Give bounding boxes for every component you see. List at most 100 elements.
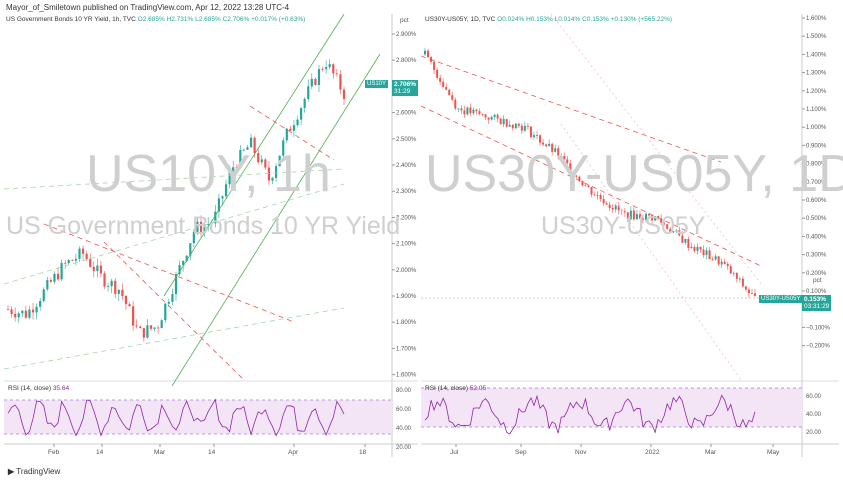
left-candle-body <box>128 304 131 307</box>
left-red-dashed-3 <box>249 105 335 161</box>
right-candle-body <box>487 117 490 120</box>
right-candle-body <box>723 261 726 264</box>
right-candle-body <box>508 124 511 127</box>
right-y-tick-label: 0.200% <box>806 271 827 277</box>
right-candle-body <box>548 143 551 147</box>
right-candle-body <box>557 148 560 157</box>
right-candle-body <box>545 144 548 147</box>
left-candle-body <box>274 166 278 178</box>
right-candle-body <box>454 99 457 109</box>
right-candle-body <box>717 256 720 265</box>
right-candle-body <box>711 259 714 260</box>
tv-logo-icon: ▶ <box>8 467 15 476</box>
right-x-tick-label: Jul <box>450 449 459 456</box>
left-candle-body <box>228 171 231 185</box>
right-candle-body <box>433 61 436 70</box>
right-y-tick-label: 0.300% <box>806 253 827 259</box>
right-candle-body <box>645 213 648 220</box>
left-candle-body <box>39 301 42 307</box>
right-candle-body <box>448 89 451 96</box>
right-red-dashed-1 <box>421 55 722 163</box>
left-candle-body <box>246 147 249 150</box>
left-candle-body <box>53 273 56 282</box>
left-candle-body <box>124 295 128 305</box>
right-candle-body <box>505 119 508 127</box>
right-candle-body <box>678 230 681 236</box>
right-candle-body <box>714 256 717 260</box>
right-y-tick-label: 1.300% <box>806 71 827 77</box>
left-candle-body <box>292 125 296 131</box>
right-candle-body <box>490 116 493 120</box>
left-y-tick-label: 2.100% <box>396 242 417 248</box>
left-candle-body <box>10 309 13 314</box>
left-chart-svg[interactable]: 2.900%2.800%2.700%2.600%2.500%2.400%2.30… <box>4 14 418 457</box>
left-x-tick-label: 14 <box>208 449 216 456</box>
left-candle-body <box>257 153 260 163</box>
right-candle-body <box>484 114 487 118</box>
right-candle-body <box>744 286 747 290</box>
right-x-tick-label: Mar <box>705 449 717 456</box>
right-y-tick-label: 1.600% <box>806 16 827 22</box>
tradingview-logo[interactable]: ▶ TradingView <box>8 467 60 476</box>
left-candle-body <box>310 78 313 87</box>
left-channel-upper <box>163 14 345 297</box>
left-y-tick-label: 2.300% <box>396 189 417 195</box>
left-candle-body <box>28 309 31 318</box>
left-candle-body <box>89 259 92 267</box>
left-candle-body <box>106 286 110 287</box>
right-chart-svg[interactable]: 1.600% 1.500% 1.400% 1.300% 1.200% 1.100% 1.00… <box>421 14 839 457</box>
left-rsi-band <box>4 400 392 434</box>
right-candle-body <box>654 216 657 221</box>
left-y-tick-label: 2.900% <box>396 32 417 38</box>
right-candle-body <box>705 250 708 256</box>
right-candle-body <box>735 272 738 279</box>
right-candle-body <box>696 246 699 251</box>
left-rsi-tick-label: 20.00 <box>396 445 412 451</box>
right-candle-body <box>747 289 750 294</box>
right-y-tick-label: 1.200% <box>806 89 827 95</box>
right-candle-body <box>499 118 502 125</box>
right-candle-body <box>466 107 469 115</box>
right-candle-body <box>623 211 626 213</box>
right-candle-body <box>502 119 505 125</box>
right-candle-body <box>614 205 617 210</box>
right-chart-pane[interactable]: 1.600% 1.500% 1.400% 1.300% 1.200% 1.100% 1.00… <box>421 14 843 457</box>
left-candle-body <box>178 265 181 275</box>
left-candle-body <box>224 184 228 197</box>
left-candle-body <box>285 128 288 141</box>
left-candle-body <box>74 258 78 261</box>
left-candle-body <box>207 224 210 225</box>
right-rsi-label: RSI (14, close) <box>425 385 468 392</box>
left-chart-pane[interactable]: 2.900%2.800%2.700%2.600%2.500%2.400%2.30… <box>4 14 419 457</box>
left-candle-body <box>14 313 17 318</box>
publisher-header: Mayor_of_Smiletown published on TradingV… <box>6 3 290 12</box>
right-candle-body <box>520 125 523 131</box>
right-rsi-line <box>424 394 756 435</box>
right-candle-body <box>463 110 466 115</box>
right-candle-body <box>693 246 696 251</box>
left-candle-body <box>146 325 149 338</box>
right-rsi-band <box>421 388 802 427</box>
left-y-tick-label: 1.800% <box>396 320 417 326</box>
right-candle-body <box>427 50 430 58</box>
left-x-tick-label: Mar <box>154 449 166 456</box>
right-candle-body <box>690 246 693 248</box>
left-candle-body <box>160 320 163 329</box>
right-candle-body <box>445 87 448 90</box>
left-candle-body <box>110 280 113 287</box>
right-candle-body <box>605 203 608 205</box>
right-candle-body <box>511 124 514 129</box>
left-candle-body <box>64 262 67 264</box>
right-candle-body <box>590 187 593 195</box>
right-candle-body <box>457 108 460 110</box>
right-candle-body <box>684 239 687 243</box>
right-candle-body <box>738 278 741 280</box>
left-candle-body <box>332 64 335 74</box>
right-candle-body <box>702 249 705 256</box>
left-legend: US Government Bonds 10 YR Yield, 1h, TVC… <box>6 16 305 23</box>
right-candle-body <box>611 207 614 210</box>
left-unit-label: pct <box>400 17 409 24</box>
left-candle-body <box>249 137 253 148</box>
left-candle-body <box>46 280 49 290</box>
right-y-tick-label: 0.800% <box>806 162 827 168</box>
